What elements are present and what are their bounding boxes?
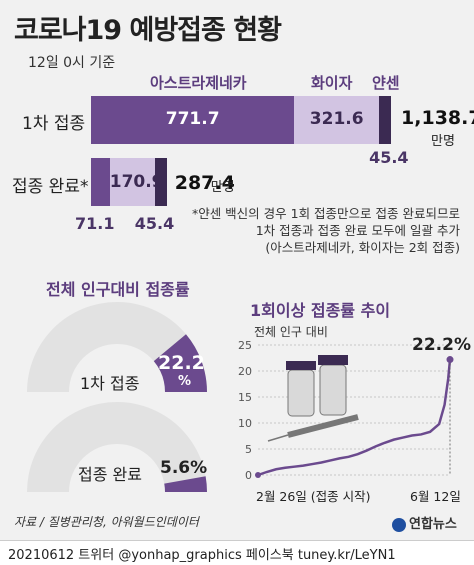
line-chart-ylabel: 전체 인구 대비 [254, 325, 328, 339]
vial-icon [319, 364, 347, 416]
gauge-chart [27, 302, 207, 492]
syringe-icon [267, 434, 289, 442]
footnote-line-1: *얀센 백신의 경우 1회 접종만으로 접종 완료되므로 [191, 206, 460, 221]
y-tick-label: 25 [238, 339, 252, 352]
bar-complete-astrazeneca [91, 158, 110, 206]
footnote-line-3: (아스트라제네카, 화이자는 2회 접종) [265, 240, 460, 255]
bar-label-complete-pfizer: 170.9 [109, 172, 164, 192]
y-tick-label: 10 [238, 417, 252, 430]
total-first-dose: 1,138.7 [401, 107, 474, 129]
bar-label-first-astrazeneca: 771.7 [165, 109, 220, 129]
line-chart-title: 1회이상 접종률 추이 [250, 301, 391, 320]
line-chart: 0 5 10 15 20 25 [238, 339, 454, 482]
bar-label-first-janssen: 45.4 [369, 148, 409, 167]
legend-janssen: 얀센 [372, 74, 400, 92]
gauge-complete-fill [164, 476, 207, 492]
bar-complete-pfizer [109, 158, 155, 206]
y-tick-label: 15 [238, 391, 252, 404]
gauge-first-unit: % [178, 374, 192, 389]
vial-icon [286, 361, 316, 370]
x-label-end: 6월 12일 [410, 489, 461, 504]
legend-pfizer: 화이자 [311, 74, 353, 92]
bar-first-janssen [379, 96, 392, 144]
footer-text: 20210612 트위터 @yonhap_graphics 페이스북 tuney… [8, 548, 396, 563]
y-tick-label: 5 [245, 443, 252, 456]
row-label-complete: 접종 완료* [12, 177, 89, 197]
globe-icon [392, 517, 406, 532]
gauge-complete-label: 접종 완료 [78, 465, 142, 484]
end-point [446, 356, 454, 364]
page-title: 코로나19 예방접종 현황 [14, 15, 282, 46]
gauge-first-value: 22.2 [158, 352, 205, 374]
footnote-line-2: 1차 접종과 접종 완료 모두에 일괄 추가 [255, 223, 460, 238]
vial-icon [318, 355, 348, 365]
bar-first-pfizer [294, 96, 380, 144]
x-label-start: 2월 26일 (접종 시작) [256, 489, 371, 504]
bar-complete-janssen [154, 158, 167, 206]
syringe-icon [287, 414, 359, 438]
base-date: 12일 0시 기준 [28, 55, 116, 71]
unit-complete: 만명 [210, 180, 235, 195]
gauge-first-fill [153, 334, 207, 392]
gauge-complete-value: 5.6% [160, 458, 208, 478]
start-point [255, 472, 261, 478]
line-end-label: 22.2% [412, 335, 471, 355]
bar-label-complete-astrazeneca: 71.1 [75, 214, 115, 233]
total-complete: 287.4 [174, 172, 235, 194]
vial-icon [287, 369, 315, 417]
bar-label-first-pfizer: 321.6 [309, 109, 364, 129]
gauge-section-title: 전체 인구대비 접종률 [46, 280, 190, 299]
line-series-first-dose-rate [257, 359, 452, 477]
y-tick-label: 0 [245, 469, 252, 482]
gauge-complete-bg [27, 402, 207, 492]
gauge-first-label: 1차 접종 [80, 374, 140, 393]
footnote: *얀센 백신의 경우 1회 접종만으로 접종 완료되므로 1차 접종과 접종 완… [192, 205, 460, 256]
bar-first-astrazeneca [91, 96, 295, 144]
yonhap-logo: 연합뉴스 [392, 513, 457, 532]
source-text: 자료 / 질병관리청, 아워월드인데이터 [14, 515, 199, 529]
row-label-first-dose: 1차 접종 [22, 114, 86, 134]
footer-bar [0, 540, 474, 565]
unit-first-dose: 만명 [431, 134, 455, 149]
logo-text: 연합뉴스 [409, 517, 457, 532]
y-tick-label: 20 [238, 365, 252, 378]
legend-astrazeneca: 아스트라제네카 [150, 74, 247, 92]
bar-label-complete-janssen: 45.4 [134, 214, 175, 233]
